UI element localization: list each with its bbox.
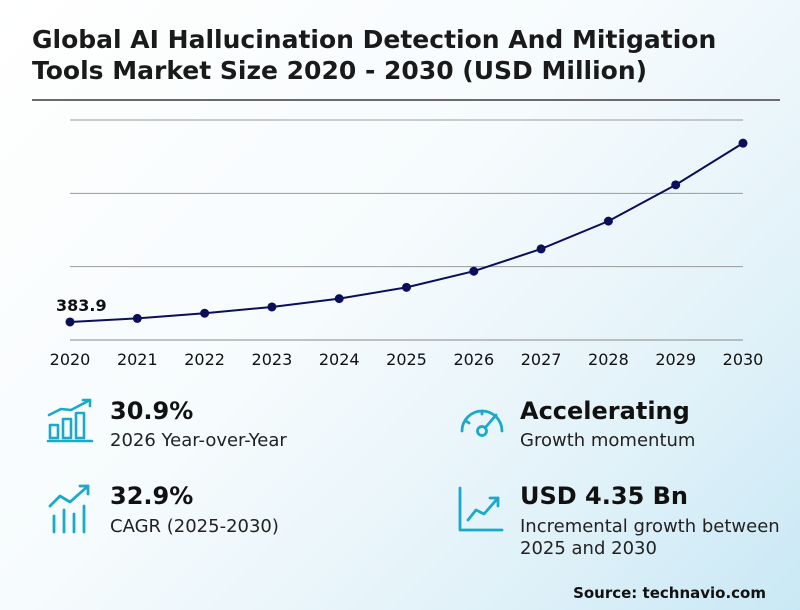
data-point: [334, 294, 344, 304]
data-point: [603, 216, 613, 226]
data-point: [738, 138, 748, 148]
x-tick-label: 2027: [521, 350, 562, 369]
stat-value: USD 4.35 Bn: [520, 482, 688, 510]
data-point: [267, 302, 277, 312]
stat-value: 32.9%: [110, 482, 194, 510]
x-tick-label: 2030: [723, 350, 764, 369]
data-point: [132, 313, 142, 323]
stat-label: CAGR (2025-2030): [110, 516, 279, 537]
stat-value: Accelerating: [520, 397, 690, 425]
line-chart-icon: [458, 486, 504, 532]
data-point: [402, 282, 411, 292]
x-tick-label: 2025: [386, 350, 427, 369]
x-tick-label: 2023: [252, 350, 293, 369]
line-chart: 2020 2021 2022 2023 2024 2025 2026 2027 2028 2029…: [50, 119, 764, 369]
x-tick-label: 2020: [50, 350, 91, 369]
data-point: [536, 244, 546, 254]
stat-label: 2026 Year-over-Year: [110, 430, 287, 451]
data-point: [65, 317, 75, 327]
x-tick-label: 2028: [588, 350, 629, 369]
grid: [70, 119, 743, 341]
bar-growth-icon: [46, 398, 94, 443]
data-point: [671, 180, 681, 190]
trend-bars-icon: [48, 484, 90, 534]
stat-label: Growth momentum: [520, 430, 696, 451]
data-point: [200, 308, 210, 318]
x-tick-label: 2026: [453, 350, 494, 369]
x-tick-label: 2029: [655, 350, 696, 369]
series: [65, 138, 748, 327]
data-label: 383.9: [56, 296, 107, 315]
source-credit: Source: technavio.com: [573, 584, 766, 602]
chart-title: Global AI Hallucination Detection And Mi…: [32, 25, 717, 85]
x-axis-ticks: 2020 2021 2022 2023 2024 2025 2026 2027 2028 2029…: [50, 350, 764, 369]
stat-label: Incremental growth between 2025 and 2030: [520, 516, 780, 559]
stat-value: 30.9%: [110, 397, 194, 425]
x-tick-label: 2021: [117, 350, 158, 369]
data-point: [469, 266, 479, 276]
x-tick-label: 2024: [319, 350, 360, 369]
title-divider: [32, 99, 780, 101]
data-labels: 383.9: [56, 296, 107, 315]
speedometer-icon: [460, 409, 504, 437]
x-tick-label: 2022: [184, 350, 225, 369]
series-line: [69, 142, 744, 323]
